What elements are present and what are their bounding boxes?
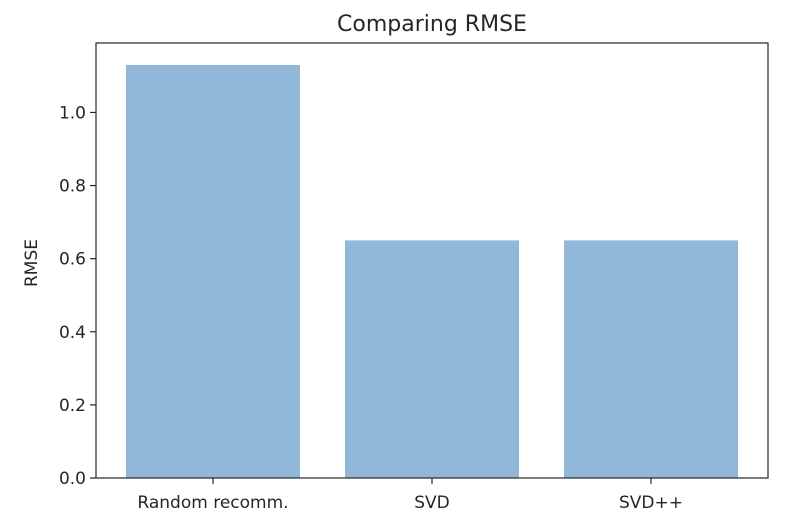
bar-svd [345, 240, 519, 478]
plot-frame [95, 42, 769, 479]
y-tick-label: 0.8 [59, 177, 86, 197]
bars-group [126, 64, 738, 478]
bar-svd [564, 240, 738, 478]
y-tick-label: 0.0 [59, 469, 86, 489]
y-axis-label: RMSE [22, 239, 42, 287]
x-tick-label: Random recomm. [137, 493, 288, 513]
y-axis: 0.0 0.2 0.4 0.6 0.8 1.0 [59, 103, 96, 489]
y-tick-label: 0.6 [59, 250, 86, 270]
chart-title: Comparing RMSE [337, 12, 527, 37]
x-tick-label: SVD [414, 493, 450, 513]
x-axis: Random recomm. SVD SVD++ [137, 478, 683, 513]
x-tick-label: SVD++ [619, 493, 683, 513]
y-tick-label: 0.2 [59, 396, 86, 416]
y-tick-label: 0.4 [59, 323, 86, 343]
bar-random-recomm [126, 64, 300, 478]
y-tick-label: 1.0 [59, 103, 86, 123]
